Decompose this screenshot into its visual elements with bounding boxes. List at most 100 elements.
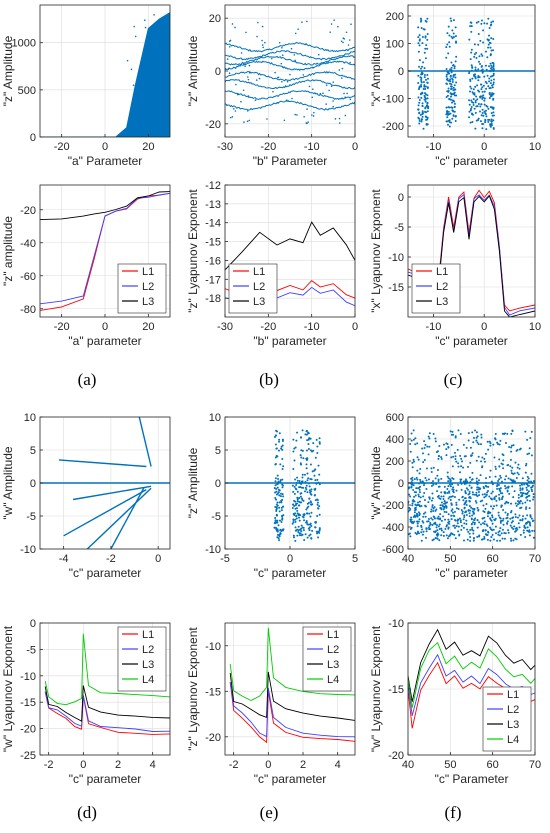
data-point bbox=[499, 476, 502, 479]
data-point bbox=[430, 517, 433, 520]
data-point bbox=[312, 115, 315, 117]
data-point bbox=[491, 86, 494, 89]
data-point bbox=[478, 535, 481, 538]
data-point bbox=[426, 445, 429, 448]
data-point bbox=[511, 520, 514, 523]
data-point bbox=[474, 500, 477, 503]
data-point bbox=[473, 523, 476, 526]
data-point bbox=[247, 78, 250, 81]
data-point bbox=[451, 64, 454, 67]
data-point bbox=[475, 491, 478, 494]
data-point bbox=[490, 528, 493, 531]
data-point bbox=[301, 480, 304, 483]
data-point bbox=[417, 36, 420, 39]
data-point bbox=[476, 535, 479, 538]
data-point bbox=[419, 67, 422, 70]
data-point bbox=[487, 46, 490, 49]
data-point bbox=[317, 464, 320, 467]
data-point bbox=[416, 478, 419, 481]
data-point bbox=[308, 497, 311, 500]
legend-label: L1 bbox=[436, 266, 448, 278]
data-point bbox=[301, 473, 304, 476]
y-tick-label: 200 bbox=[386, 11, 404, 23]
data-point bbox=[446, 501, 449, 504]
data-point bbox=[476, 488, 479, 491]
data-point bbox=[499, 487, 502, 490]
data-point bbox=[418, 472, 421, 475]
data-point bbox=[451, 77, 454, 80]
data-point bbox=[144, 114, 147, 117]
data-point bbox=[517, 496, 520, 499]
data-point bbox=[472, 103, 475, 106]
data-point bbox=[280, 445, 283, 448]
data-point bbox=[477, 20, 480, 23]
data-point bbox=[334, 118, 337, 120]
data-point bbox=[432, 482, 435, 485]
data-point bbox=[445, 448, 448, 451]
series-L4-line bbox=[229, 627, 355, 702]
y-tick-label: -15 bbox=[205, 686, 221, 698]
y-tick-label: 0 bbox=[398, 478, 404, 490]
data-point bbox=[526, 526, 529, 529]
data-point bbox=[248, 71, 251, 74]
data-point bbox=[471, 478, 474, 481]
branch-line bbox=[225, 41, 355, 53]
data-point bbox=[470, 99, 473, 102]
data-point bbox=[133, 25, 135, 28]
data-point bbox=[318, 531, 321, 534]
data-point bbox=[519, 533, 522, 536]
data-point bbox=[435, 533, 438, 536]
data-point bbox=[278, 432, 281, 435]
data-point bbox=[163, 29, 166, 32]
data-point bbox=[279, 463, 282, 466]
data-point bbox=[502, 454, 505, 457]
data-point bbox=[482, 84, 485, 87]
data-point bbox=[316, 501, 319, 504]
y-tick-label: -5 bbox=[26, 644, 36, 656]
data-point bbox=[524, 501, 527, 504]
data-point bbox=[420, 504, 423, 507]
data-point bbox=[294, 539, 297, 542]
x-tick-label: 2 bbox=[300, 759, 306, 771]
data-point bbox=[481, 86, 484, 89]
data-point bbox=[469, 476, 472, 479]
data-point bbox=[305, 433, 308, 436]
data-point bbox=[417, 96, 420, 99]
data-point bbox=[276, 430, 279, 433]
y-tick-label: -15 bbox=[388, 282, 404, 294]
legend-label: L1 bbox=[142, 266, 154, 278]
data-point bbox=[459, 519, 462, 522]
data-point bbox=[494, 525, 497, 528]
data-point bbox=[309, 463, 312, 466]
data-point bbox=[297, 28, 299, 30]
data-point bbox=[274, 434, 277, 437]
data-point bbox=[529, 437, 532, 440]
data-point bbox=[482, 41, 485, 44]
data-point bbox=[526, 499, 529, 502]
y-axis-label: "z" Amplitude bbox=[186, 35, 200, 106]
data-point bbox=[458, 517, 461, 520]
data-point bbox=[526, 438, 529, 441]
data-point bbox=[306, 512, 309, 515]
data-point bbox=[295, 483, 298, 486]
data-point bbox=[471, 471, 474, 474]
data-point bbox=[481, 456, 484, 459]
data-point bbox=[489, 42, 492, 45]
caption-b: (b) bbox=[259, 370, 279, 389]
data-point bbox=[280, 62, 283, 65]
data-point bbox=[499, 521, 502, 524]
data-point bbox=[470, 30, 473, 33]
x-tick-label: 20 bbox=[142, 321, 154, 333]
data-point bbox=[485, 115, 488, 118]
data-point bbox=[471, 491, 474, 494]
data-point bbox=[408, 533, 410, 536]
data-point bbox=[307, 482, 310, 485]
data-point bbox=[138, 88, 140, 90]
data-point bbox=[490, 122, 493, 125]
data-point bbox=[468, 484, 471, 487]
data-point bbox=[477, 43, 480, 46]
data-point bbox=[337, 25, 339, 28]
data-point bbox=[426, 520, 429, 523]
data-point bbox=[298, 481, 301, 484]
data-point bbox=[488, 96, 491, 99]
